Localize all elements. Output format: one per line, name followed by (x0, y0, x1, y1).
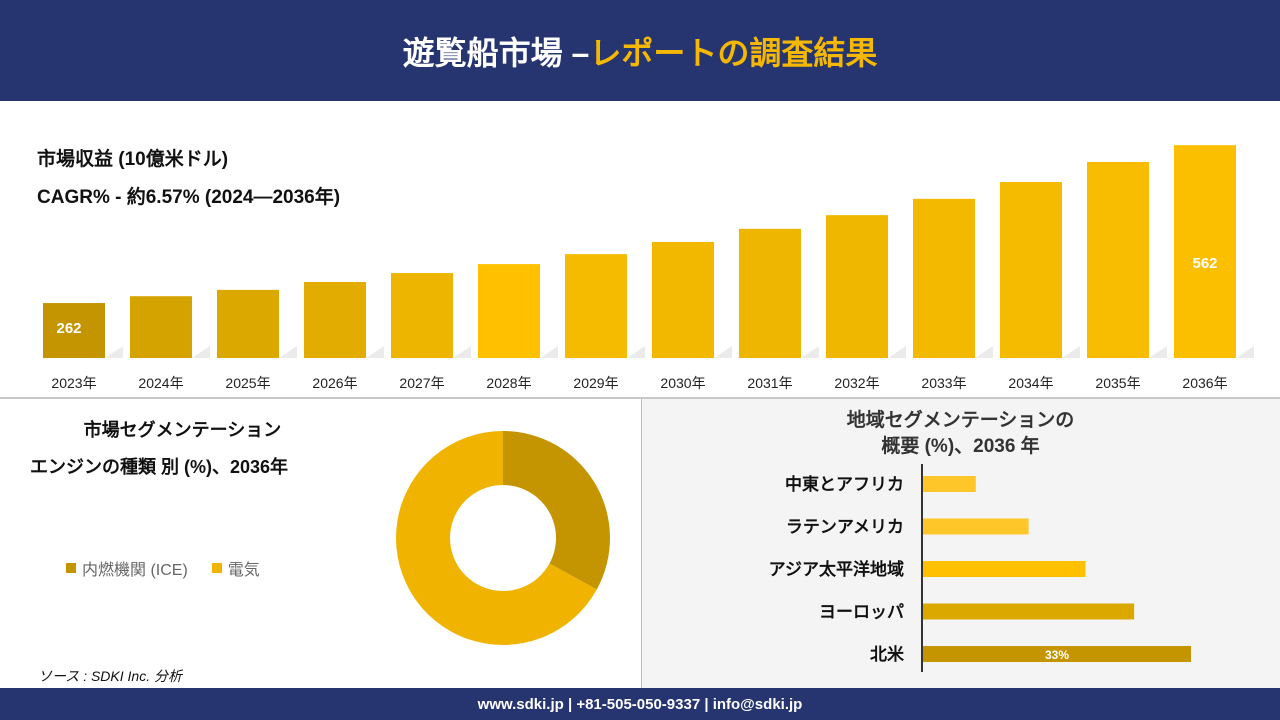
donut-slice-電気 (396, 431, 597, 645)
x-tick-label: 2034年 (1008, 375, 1053, 391)
bar-2031年 (739, 228, 801, 358)
bar-shadow (801, 346, 819, 358)
segment-subtitle: エンジンの種類 別 (%)、2036年 (30, 457, 289, 477)
bar-2036年 (1174, 145, 1236, 358)
page-title: 遊覧船市場 – (402, 34, 590, 71)
bar-shadow (366, 346, 384, 358)
legend-label-ice: 内燃機関 (ICE) (82, 562, 188, 579)
region-subtitle: 概要 (%)、2036 年 (881, 436, 1040, 457)
x-tick-label: 2029年 (573, 375, 618, 391)
region-data-label: 33% (1045, 648, 1069, 662)
region-bar-アジア太平洋地域 (923, 561, 1086, 577)
bar-2032年 (826, 215, 888, 358)
bar-2033年 (913, 198, 975, 358)
bar-shadow (714, 346, 732, 358)
bar-2026年 (304, 282, 366, 358)
revenue-bar-chart: 2023年 262 2024年 2025年 2026年 2027年 2028年 2029年 20… (43, 145, 1254, 391)
bar-2029年 (565, 254, 627, 358)
revenue-chart-cagr: CAGR% - 約6.57% (2024—2036年) (37, 187, 341, 208)
x-tick-label: 2032年 (834, 375, 879, 391)
bar-shadow (1236, 346, 1254, 358)
x-tick-label: 2036年 (1182, 375, 1227, 391)
bar-shadow (888, 346, 906, 358)
bar-shadow (540, 346, 558, 358)
bar-2023年 (43, 303, 105, 358)
donut-slice-内燃機関 (ICE) (503, 431, 610, 590)
x-tick-label: 2031年 (747, 375, 792, 391)
x-tick-label: 2025年 (225, 375, 270, 391)
data-label: 562 (1192, 255, 1217, 272)
region-bar-ヨーロッパ (923, 603, 1135, 620)
bar-shadow (1062, 346, 1080, 358)
x-tick-label: 2023年 (51, 375, 96, 391)
x-tick-label: 2028年 (486, 375, 531, 391)
x-tick-label: 2035年 (1095, 375, 1140, 391)
region-bar-ラテンアメリカ (923, 518, 1029, 535)
bar-shadow (279, 346, 297, 358)
footer-contact: www.sdki.jp | +81-505-050-9337 | info@sd… (0, 688, 1280, 720)
bar-shadow (453, 346, 471, 358)
bar-2024年 (130, 296, 192, 358)
bar-shadow (975, 346, 993, 358)
x-tick-label: 2027年 (399, 375, 444, 391)
bar-2030年 (652, 242, 714, 358)
region-bar-中東とアフリカ (923, 476, 976, 492)
x-tick-label: 2030年 (660, 375, 705, 391)
bar-2035年 (1087, 162, 1149, 358)
bar-2028年 (478, 264, 540, 358)
region-label: ヨーロッパ (819, 603, 904, 622)
region-title: 地域セグメンテーションの (846, 410, 1075, 431)
bar-2025年 (217, 289, 279, 358)
region-bar-北米 (923, 646, 1191, 662)
page-header: 遊覧船市場 – レポートの調査結果 (0, 0, 1280, 101)
bar-shadow (105, 346, 123, 358)
page-title-accent: レポートの調査結果 (589, 34, 878, 71)
region-label: 北米 (870, 644, 905, 664)
bar-shadow (627, 346, 645, 358)
region-label: ラテンアメリカ (786, 518, 904, 537)
region-panel (641, 399, 1280, 688)
engine-donut-chart (396, 431, 610, 645)
section-divider (0, 397, 1280, 399)
bar-shadow (192, 346, 210, 358)
region-label: 中東とアフリカ (785, 474, 904, 494)
bar-2027年 (391, 273, 453, 358)
x-tick-label: 2024年 (138, 375, 183, 391)
revenue-chart-title: 市場収益 (10億米ドル) (37, 149, 229, 170)
data-label: 262 (56, 320, 81, 337)
legend-swatch-electric (211, 563, 222, 573)
x-tick-label: 2033年 (921, 375, 966, 391)
bar-2034年 (1000, 182, 1062, 358)
bar-shadow (1149, 346, 1167, 358)
region-label: アジア太平洋地域 (769, 559, 904, 579)
legend-label-electric: 電気 (227, 562, 260, 579)
segment-title: 市場セグメンテーション (83, 420, 282, 440)
legend-swatch-ice (66, 563, 76, 573)
source-note: ソース : SDKI Inc. 分析 (38, 668, 182, 684)
x-tick-label: 2026年 (312, 375, 357, 391)
donut-legend: 内燃機関 (ICE) 電気 (66, 556, 260, 580)
